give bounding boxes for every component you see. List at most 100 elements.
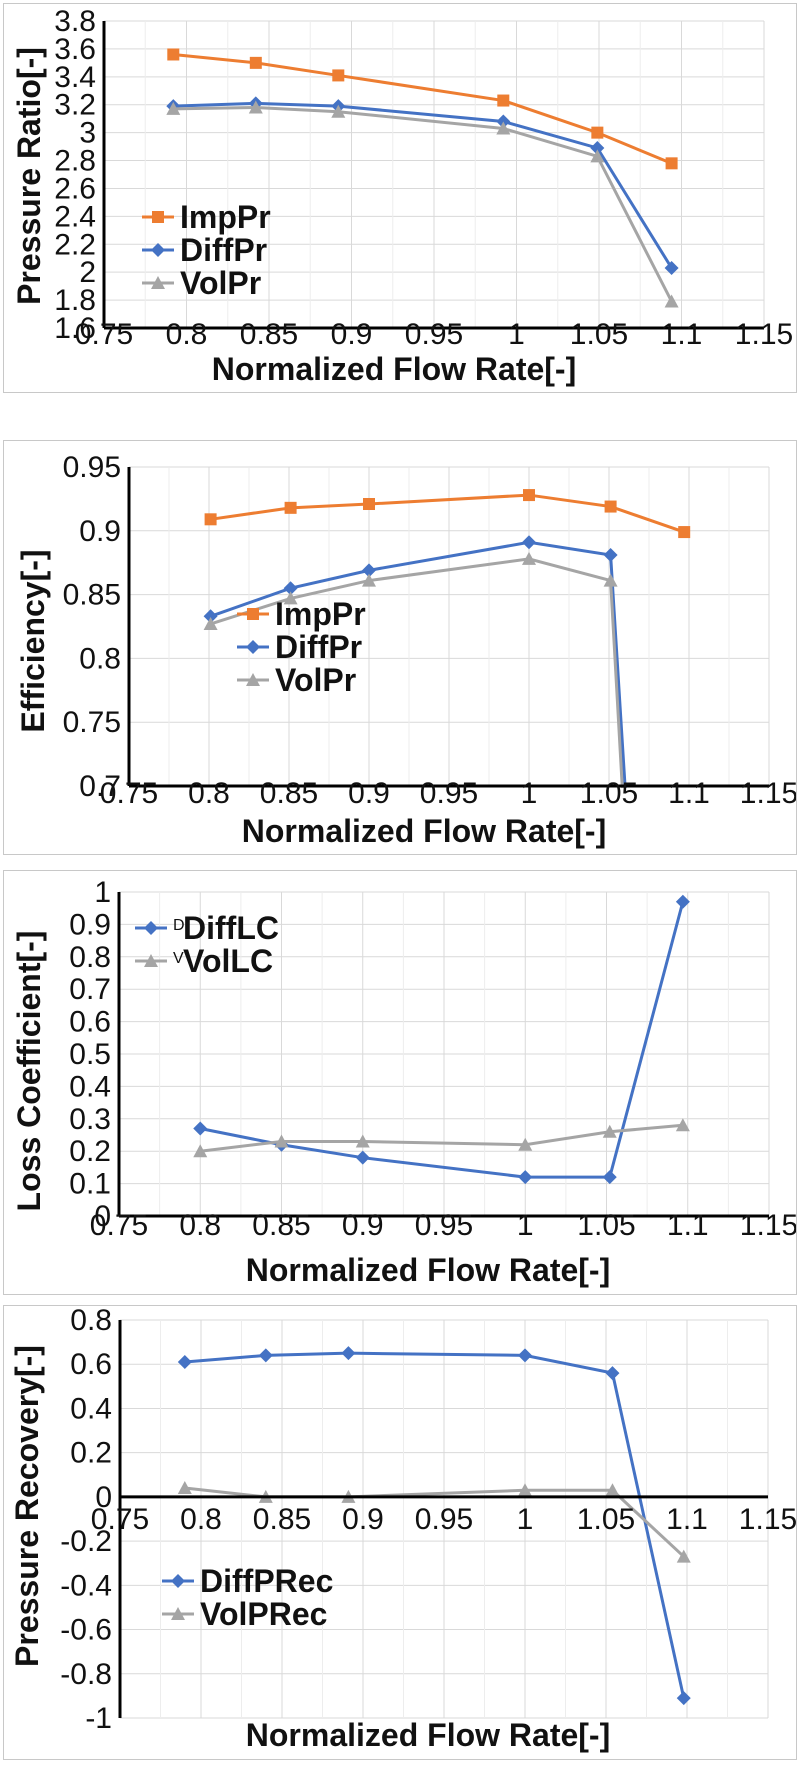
y-tick-label: 0.8 <box>70 1306 112 1337</box>
legend-marker-DiffPr <box>151 243 165 257</box>
x-tick-label: 0.95 <box>420 777 478 810</box>
y-tick-label: 1 <box>94 876 111 909</box>
data-point-DiffPRec <box>605 1366 620 1381</box>
data-point-VolLC <box>274 1134 289 1148</box>
series <box>166 48 679 308</box>
series-line-VolLC <box>200 1123 684 1153</box>
y-axis-title: Loss Coefficient[-] <box>11 931 47 1212</box>
chart-panel-efficiency: 0.75 0.8 0.85 0.9 0.95 1 1.05 1.1 1.15 0.7 0.75 0.8… <box>3 440 797 855</box>
x-tick-label: 0.85 <box>253 1503 311 1536</box>
data-point-DiffLC <box>602 1170 617 1185</box>
legend-marker-VolPRec <box>171 1607 185 1620</box>
legend-marker-VolPr <box>246 673 260 686</box>
legend-label-VolPRec: VolPRec <box>200 1596 327 1632</box>
y-tick-label: -0.6 <box>60 1614 112 1647</box>
x-tick-label: 0.8 <box>166 318 208 351</box>
y-tick-label: 3.8 <box>54 5 96 38</box>
y-tick-label: 3.6 <box>54 33 96 66</box>
x-tick-label: 0.9 <box>342 1209 384 1242</box>
y-tick-label: 0.9 <box>79 515 121 548</box>
y-tick-label: 2.8 <box>54 145 96 178</box>
efficiency-chart: 0.75 0.8 0.85 0.9 0.95 1 1.05 1.1 1.150.70.750.8… <box>15 451 796 849</box>
chart-panel-pressure-ratio: 0.75 0.8 0.85 0.9 0.95 1 1.05 1.1 1.15 1.6 1.8 2 2.2… <box>3 3 797 393</box>
x-tick-label: 0.9 <box>348 777 390 810</box>
x-tick-label: 1 <box>521 777 538 810</box>
data-point-VolLC <box>193 1144 208 1158</box>
x-tick-label: 1.1 <box>666 1503 708 1536</box>
axes: 0.75 0.8 0.85 0.9 0.95 1 1.05 1.1 1.15 1.61.822.2… <box>54 5 793 351</box>
legend-prefix-DiffLC: D <box>173 917 185 934</box>
x-tick-label: 1.15 <box>739 1503 796 1536</box>
data-point-ImpPr <box>167 48 180 61</box>
pressure-recovery-chart: 0.75 0.8 0.85 0.9 0.95 1 1.05 1.1 1.15 -1 -0.8 -0.6… <box>9 1306 796 1753</box>
series-line-DiffPr <box>173 101 673 269</box>
data-point-VolPr <box>203 616 218 630</box>
y-tick-label: 0.2 <box>70 1437 112 1470</box>
legend-label-ImpPr: ImpPr <box>275 596 366 632</box>
data-point-VolPr <box>664 294 679 308</box>
x-tick-label: 1.15 <box>740 777 796 810</box>
legend-label-VolLC: VolLC <box>183 943 273 979</box>
x-tick-label: 0.8 <box>188 777 230 810</box>
y-tick-label: -0.2 <box>60 1525 112 1558</box>
y-tick-label: 0.8 <box>69 941 111 974</box>
y-tick-label: 0.85 <box>63 579 121 612</box>
series-line-DiffPRec <box>184 1351 686 1699</box>
axes: 0.75 0.8 0.85 0.9 0.95 1 1.05 1.1 1.15 00.10.20.3… <box>69 876 796 1242</box>
legend-label-VolPr: VolPr <box>275 662 356 698</box>
x-tick-label: 0.8 <box>179 1209 221 1242</box>
x-tick-label: 0.75 <box>90 1209 148 1242</box>
x-tick-label: 0.95 <box>405 318 463 351</box>
legend-label-ImpPr: ImpPr <box>180 199 271 235</box>
x-tick-label: 0.9 <box>331 318 373 351</box>
series-ImpPr <box>167 48 678 170</box>
x-tick-label: 0.85 <box>260 777 318 810</box>
chart-panel-loss-coefficient: 0.75 0.8 0.85 0.9 0.95 1 1.05 1.1 1.15 0 0.1 0.2 0.3… <box>3 870 797 1295</box>
data-point-DiffLC <box>518 1170 533 1185</box>
data-point-ImpPr <box>204 513 217 526</box>
x-tick-label: 1.1 <box>661 318 703 351</box>
x-tick-label: 1 <box>517 1503 534 1536</box>
grid <box>118 891 770 1217</box>
y-tick-label: 2 <box>79 256 96 289</box>
data-point-ImpPr <box>591 126 604 139</box>
x-axis-title: Normalized Flow Rate[-] <box>242 813 606 849</box>
legend-marker-VolLC <box>144 954 158 967</box>
data-point-VolLC <box>518 1137 533 1151</box>
legend-label-DiffPr: DiffPr <box>275 629 362 665</box>
x-tick-label: 0.75 <box>75 318 133 351</box>
y-tick-label: 0.9 <box>69 908 111 941</box>
x-tick-label: 1.1 <box>667 1209 709 1242</box>
data-point-DiffLC <box>355 1150 370 1165</box>
data-point-VolLC <box>355 1134 370 1148</box>
data-point-VolPr <box>248 100 263 114</box>
data-point-DiffLC <box>193 1121 208 1136</box>
data-point-ImpPr <box>497 94 510 107</box>
x-tick-label: 0.9 <box>342 1503 384 1536</box>
y-tick-label: 0.75 <box>63 706 121 739</box>
y-tick-label: -1 <box>85 1702 112 1735</box>
data-point-DiffPRec <box>518 1348 532 1363</box>
grid <box>103 20 765 329</box>
x-tick-label: 1 <box>517 1209 534 1242</box>
data-point-DiffPr <box>590 140 605 155</box>
legend-marker-ImpPr <box>247 608 259 620</box>
x-axis-title: Normalized Flow Rate[-] <box>246 1717 610 1753</box>
y-tick-label: 0 <box>95 1481 112 1514</box>
data-point-VolPr <box>283 591 298 605</box>
data-point-VolPr <box>331 104 346 118</box>
data-point-ImpPr <box>332 69 345 82</box>
chart-panel-pressure-recovery: 0.75 0.8 0.85 0.9 0.95 1 1.05 1.1 1.15 -1 -0.8 -0.6… <box>3 1305 797 1760</box>
data-point-DiffPr <box>664 260 679 275</box>
y-tick-label: 1.8 <box>54 284 96 317</box>
data-point-DiffPRec <box>258 1348 273 1363</box>
data-point-ImpPr <box>604 500 617 513</box>
y-tick-label: 1.6 <box>54 312 96 345</box>
data-point-ImpPr <box>678 526 691 539</box>
series-DiffPRec <box>177 1346 691 1706</box>
data-point-VolPRec <box>518 1483 532 1497</box>
